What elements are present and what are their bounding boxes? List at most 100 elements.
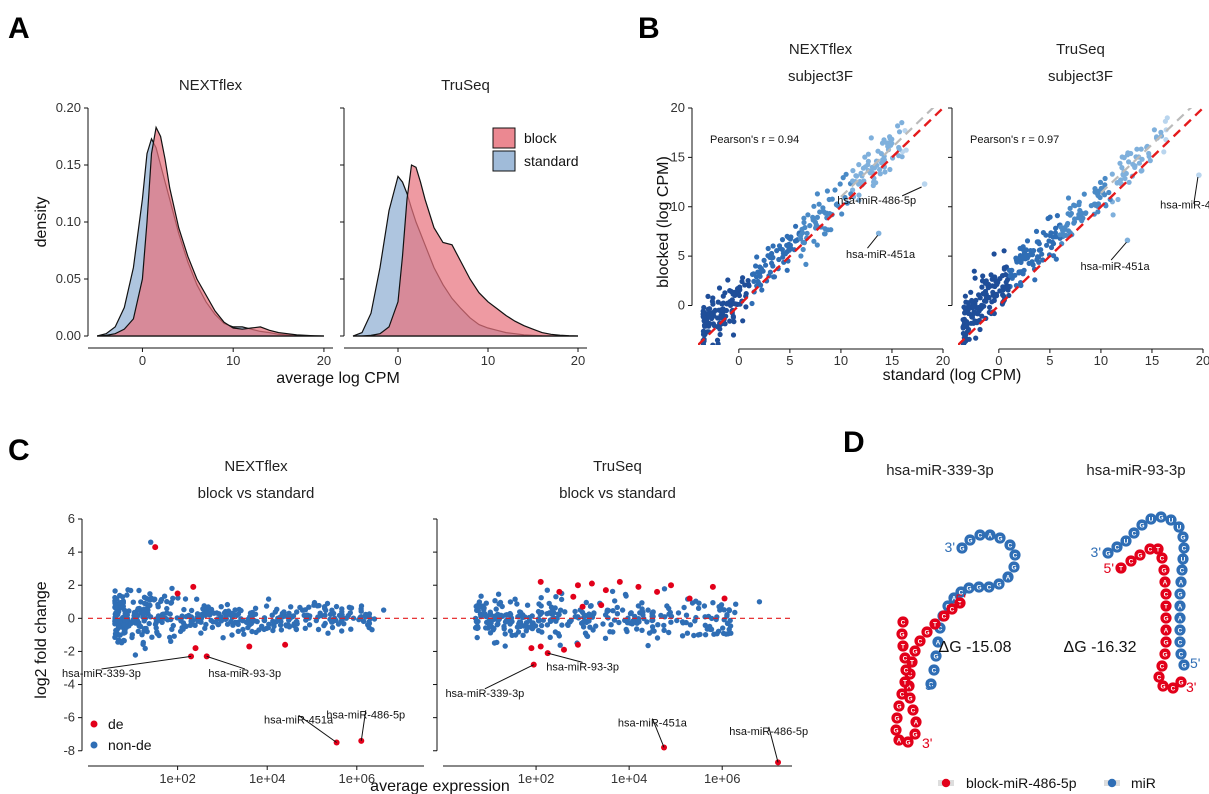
data-point [1048, 230, 1054, 236]
nonde-point [593, 623, 599, 629]
nonde-point [483, 600, 489, 606]
data-point [856, 162, 862, 168]
nonde-point [164, 605, 170, 612]
x-tick-label: 10 [1094, 353, 1108, 368]
nonde-point [756, 599, 763, 605]
x-tick-label: 0 [139, 353, 146, 368]
nucleotide [896, 628, 908, 640]
nucleotide-letter: U [1181, 556, 1186, 563]
label-leader [768, 726, 779, 763]
de-point [192, 645, 199, 652]
nonde-point [346, 604, 352, 610]
nonde-point [491, 640, 498, 646]
panel-letter-a: A [8, 12, 30, 45]
nucleotide-letter: T [933, 621, 937, 628]
nonde-point [619, 607, 626, 613]
data-point [723, 313, 729, 319]
data-point [1018, 282, 1024, 289]
nonde-point [696, 600, 702, 606]
nucleotide-letter: G [1178, 679, 1183, 686]
nucleotide [1174, 588, 1186, 600]
facet-title-truseq: TruSeq [593, 458, 642, 475]
data-point [963, 323, 969, 329]
de-point [588, 580, 595, 587]
nonde-point [124, 592, 130, 598]
x-tick-label: 20 [571, 353, 585, 368]
nonde-point [121, 616, 128, 623]
structure-title-93: hsa-miR-93-3p [1086, 462, 1185, 479]
facet-subtitle: subject3F [788, 68, 853, 85]
nonde-point [200, 606, 206, 612]
data-point [842, 194, 848, 201]
nonde-point [241, 631, 247, 637]
nonde-point [336, 612, 343, 619]
x-tick-label: 5 [786, 353, 793, 368]
nonde-point [252, 605, 259, 611]
nonde-point [113, 596, 120, 603]
nucleotide [973, 581, 985, 593]
nucleotide-letter: C [959, 589, 964, 596]
data-point [716, 285, 723, 291]
nonde-point [112, 588, 118, 594]
plot-area [958, 108, 1203, 350]
data-point [895, 123, 901, 129]
data-point [1001, 248, 1007, 254]
data-point [971, 268, 977, 274]
nucleotide-letter: G [1137, 552, 1142, 559]
nonde-point [639, 600, 645, 606]
panel-letter-c: C [8, 434, 30, 467]
data-point [882, 169, 888, 175]
data-point [840, 175, 846, 181]
nucleotide-letter: G [1180, 534, 1185, 541]
data-point [1020, 244, 1026, 250]
panel-letter-d: D [843, 426, 865, 459]
nucleotide [1153, 671, 1165, 683]
nonde-point [681, 604, 687, 611]
de-point [579, 603, 586, 610]
data-point [961, 345, 966, 350]
nonde-point [713, 616, 719, 623]
data-point [727, 299, 733, 305]
data-point [755, 269, 761, 275]
nonde-point [161, 593, 168, 599]
data-point [850, 168, 856, 174]
nonde-point [327, 611, 334, 618]
nucleotide-letter: T [910, 659, 914, 666]
nucleotide-letter: A [988, 532, 993, 539]
legend-swatch-standard [492, 150, 516, 172]
nucleotide [1174, 600, 1186, 612]
point-label-451: hsa-miR-451a [846, 249, 916, 261]
legend-dot-de [90, 720, 98, 728]
nonde-point [544, 622, 551, 628]
data-point [801, 215, 807, 221]
data-point [970, 304, 976, 310]
y-tick-label: 10 [671, 199, 685, 214]
x-tick-label: 1e+06 [704, 771, 741, 786]
nonde-point [168, 616, 174, 623]
x-axis-title: standard (log CPM) [883, 367, 1022, 384]
nucleotide-letter: C [904, 667, 909, 674]
y-axis-title: blocked (log CPM) [655, 156, 672, 288]
nucleotide [907, 704, 919, 716]
nonde-point [499, 603, 505, 610]
point-label-451: hsa-miR-451a [1081, 261, 1151, 273]
data-point [1005, 285, 1011, 291]
nonde-point [535, 608, 542, 615]
x-tick-label: 0 [735, 353, 742, 368]
nucleotide [1178, 542, 1190, 554]
x-tick-label: 0 [995, 353, 1002, 368]
data-point [717, 331, 723, 338]
nonde-point [147, 591, 153, 597]
labeled-point [921, 181, 928, 187]
nonde-point [547, 610, 554, 616]
data-point [1095, 201, 1102, 207]
nonde-point [202, 612, 209, 618]
nonde-point [129, 634, 135, 641]
data-point [1001, 266, 1008, 272]
nucleotide-letter: G [997, 535, 1002, 542]
nonde-point [609, 588, 616, 595]
nonde-point [645, 607, 651, 613]
nucleotide [1174, 624, 1186, 636]
data-point [1053, 256, 1059, 262]
nonde-point [158, 598, 164, 604]
